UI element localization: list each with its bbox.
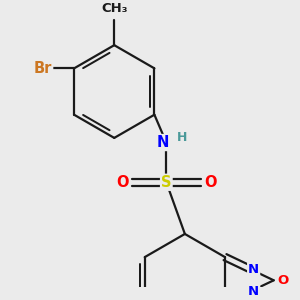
- Text: N: N: [248, 263, 259, 276]
- Text: O: O: [278, 274, 289, 287]
- Text: S: S: [161, 175, 172, 190]
- Text: H: H: [177, 131, 188, 144]
- Text: O: O: [204, 175, 216, 190]
- Text: O: O: [116, 175, 129, 190]
- Text: N: N: [248, 285, 259, 298]
- Text: N: N: [157, 135, 169, 150]
- Text: CH₃: CH₃: [101, 2, 128, 15]
- Text: Br: Br: [34, 61, 52, 76]
